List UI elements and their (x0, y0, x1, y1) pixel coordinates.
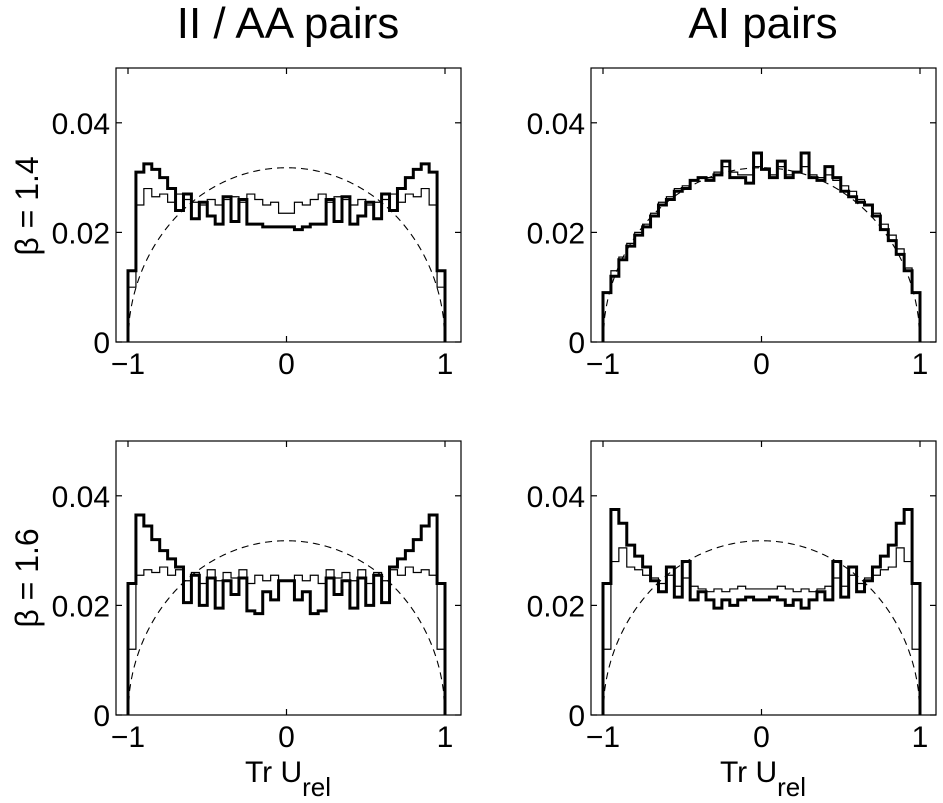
x-tick-label: 0 (278, 721, 295, 754)
y-tick-label: 0.04 (527, 481, 585, 514)
histogram-thick (126, 513, 447, 715)
x-axis-label-main: Tr U (720, 756, 777, 789)
x-tick-label: 1 (437, 721, 454, 754)
panel-beta14-ai: 00.020.04−1 0 1 (527, 67, 937, 381)
column-title-ai: AI pairs (688, 0, 837, 48)
plot-frame (590, 67, 937, 343)
x-tick-label: −1 (586, 721, 620, 754)
y-tick-label: 0.02 (52, 217, 110, 250)
y-tick-label: 0.04 (52, 481, 110, 514)
x-tick-label: −1 (111, 721, 145, 754)
panel-beta14-ii-aa: 00.020.04−1 0 1 (52, 67, 462, 381)
y-tick-label: 0 (93, 700, 110, 733)
x-tick-label: −1 (586, 348, 620, 381)
histogram-thick (126, 162, 447, 342)
x-tick-label: 0 (278, 348, 295, 381)
x-tick-label: 0 (753, 721, 770, 754)
y-tick-label: 0.02 (527, 590, 585, 623)
x-tick-label: 0 (753, 348, 770, 381)
panel-beta16-ai: 00.020.04−1 0 1 (527, 440, 937, 754)
panel-beta16-ii-aa: 00.020.04−1 0 1 (52, 440, 462, 754)
x-tick-label: 1 (912, 721, 929, 754)
x-tick-label: 1 (437, 348, 454, 381)
plot-frame (590, 440, 937, 716)
x-axis-label-left: Tr Urel (245, 756, 331, 802)
y-tick-label: 0 (93, 327, 110, 360)
plot-frame (115, 67, 462, 343)
x-tick-label: −1 (111, 348, 145, 381)
y-tick-label: 0.02 (527, 217, 585, 250)
y-tick-label: 0 (568, 327, 585, 360)
y-tick-label: 0.04 (52, 108, 110, 141)
x-axis-label-main: Tr U (245, 756, 302, 789)
x-axis-label-right: Tr Urel (720, 756, 806, 802)
histogram-thick (601, 151, 922, 342)
row-label-beta14: β = 1.4 (9, 156, 45, 255)
x-tick-label: 1 (912, 348, 929, 381)
x-axis-label-subscript: rel (302, 772, 331, 802)
histogram-thin (127, 187, 446, 342)
histogram-thick (601, 508, 922, 715)
column-title-ii-aa: II / AA pairs (177, 0, 400, 48)
y-tick-label: 0.02 (52, 590, 110, 623)
y-tick-label: 0.04 (527, 108, 585, 141)
plot-frame (115, 440, 462, 716)
y-tick-label: 0 (568, 700, 585, 733)
x-axis-label-subscript: rel (777, 772, 806, 802)
row-label-beta16: β = 1.6 (9, 528, 45, 627)
